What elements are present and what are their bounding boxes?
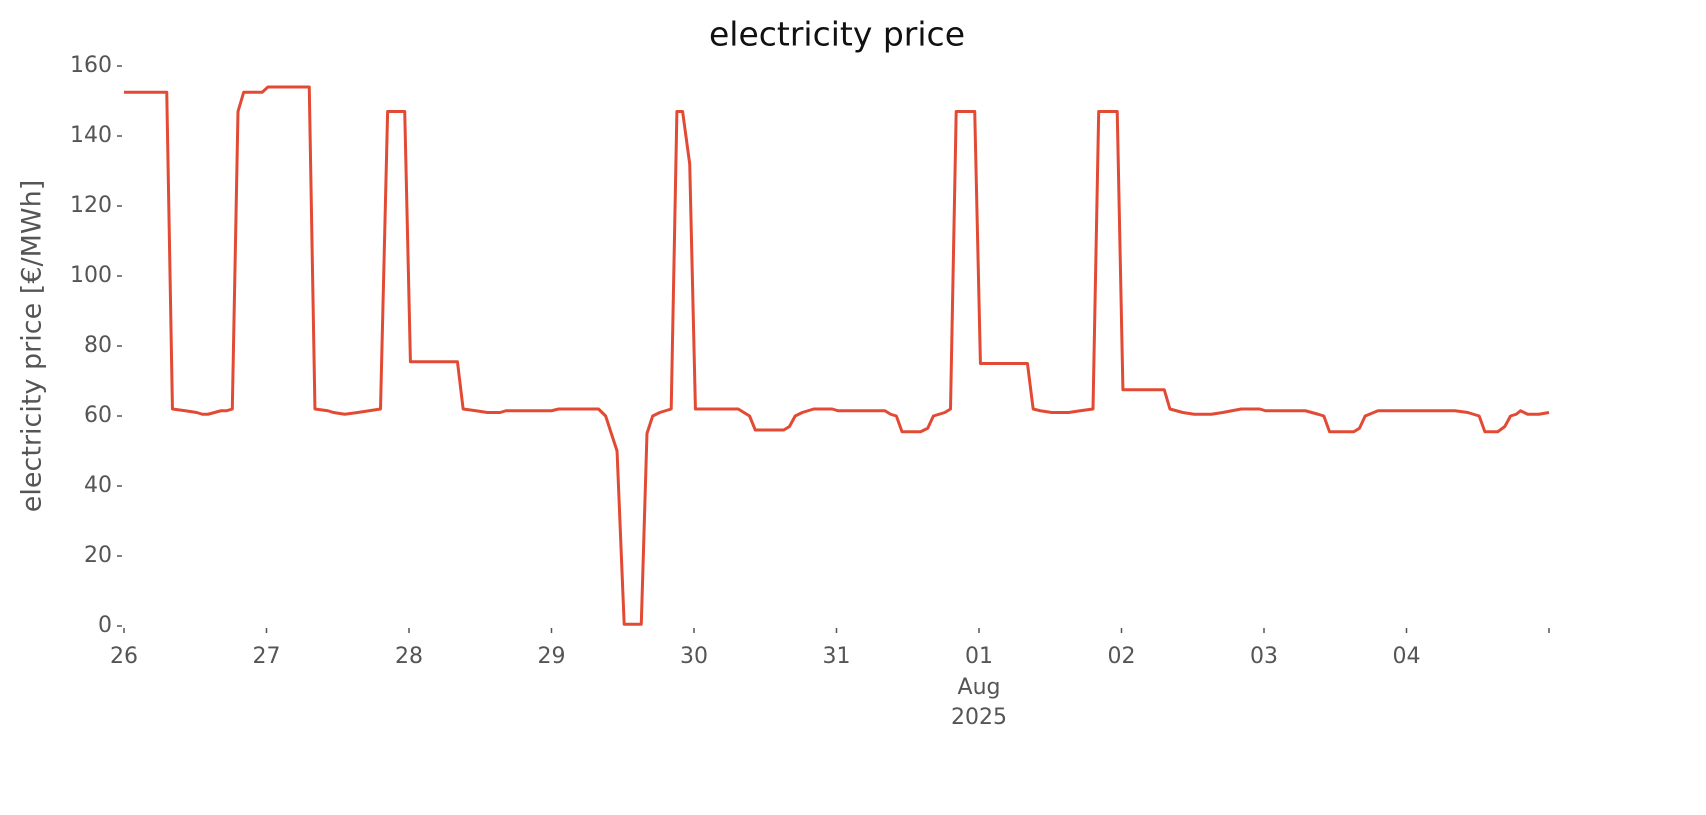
x-tick-label: 03 (1250, 644, 1278, 669)
y-tick-label: 120 (70, 193, 112, 218)
y-tick-label: 40 (84, 473, 112, 498)
x-sublabel: Aug (958, 675, 1001, 700)
chart-title: electricity price (709, 15, 965, 54)
x-tick-label: 31 (823, 644, 851, 669)
y-tick-label: 60 (84, 403, 112, 428)
y-tick-label: 160 (70, 53, 112, 78)
y-tick-label: 0 (98, 613, 112, 638)
price-line (124, 85, 1550, 626)
x-sublabel: 2025 (951, 705, 1007, 730)
y-tick-label: 140 (70, 123, 112, 148)
x-tick-label: 29 (538, 644, 566, 669)
x-tick-label: 28 (395, 644, 423, 669)
x-tick-label: 26 (110, 644, 138, 669)
y-tick-label: 100 (70, 263, 112, 288)
y-axis-label: electricity price [€/MWh] (17, 180, 48, 512)
x-tick-label: 01 (965, 644, 993, 669)
x-tick-label: 30 (680, 644, 708, 669)
x-tick-label: 04 (1393, 644, 1421, 669)
x-tick-label: 27 (253, 644, 281, 669)
y-tick-label: 80 (84, 333, 112, 358)
x-tick-label: 02 (1108, 644, 1136, 669)
y-tick-label: 20 (84, 543, 112, 568)
